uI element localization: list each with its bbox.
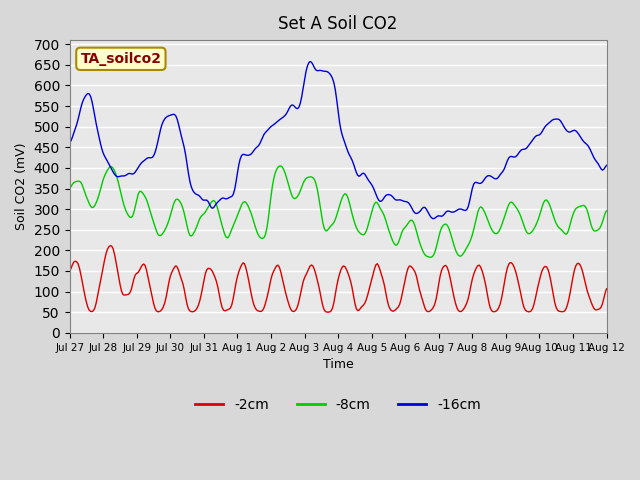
Title: Set A Soil CO2: Set A Soil CO2 [278, 15, 398, 33]
X-axis label: Time: Time [323, 358, 353, 371]
Legend: -2cm, -8cm, -16cm: -2cm, -8cm, -16cm [189, 393, 486, 418]
Text: TA_soilco2: TA_soilco2 [81, 52, 161, 66]
Y-axis label: Soil CO2 (mV): Soil CO2 (mV) [15, 143, 28, 230]
